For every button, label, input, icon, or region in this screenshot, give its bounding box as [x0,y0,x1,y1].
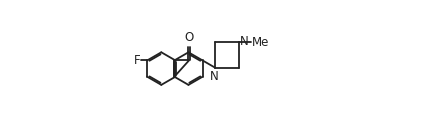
Text: O: O [184,31,193,44]
Text: F: F [133,54,140,67]
Text: N: N [210,70,219,83]
Text: Me: Me [252,36,270,49]
Text: N: N [240,35,249,48]
